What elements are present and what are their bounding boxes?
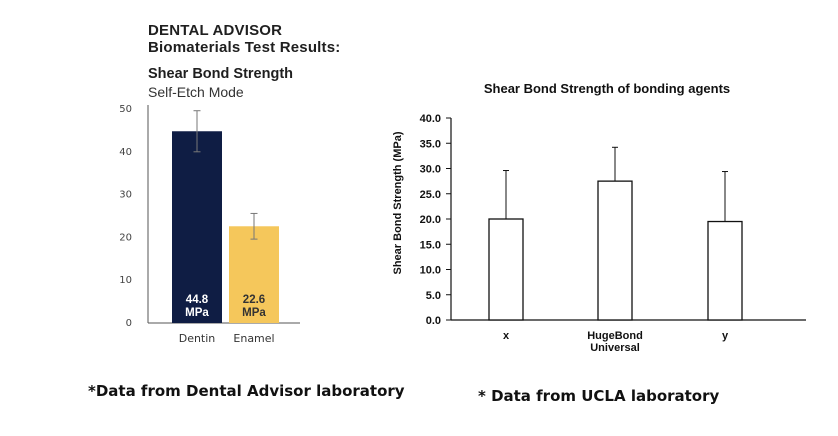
bar-value-label: 22.6 (243, 294, 265, 306)
category-label: Dentin (179, 332, 216, 345)
y-tick-label: 10 (119, 275, 132, 286)
y-tick-label: 50 (119, 104, 132, 115)
category-label: y (722, 330, 729, 342)
y-tick-label: 30.0 (420, 164, 441, 176)
y-tick-label: 15.0 (420, 239, 441, 251)
category-label: Enamel (233, 332, 274, 345)
bar-value-label: 44.8 (186, 294, 209, 306)
y-tick-label: 30 (119, 190, 132, 201)
dental-advisor-chart-title: Shear Bond Strength (148, 66, 294, 82)
y-tick-label: 5.0 (426, 290, 441, 302)
y-tick-label: 40.0 (420, 113, 441, 125)
y-tick-label: 20 (119, 232, 132, 243)
dental-advisor-brand: DENTAL ADVISOR Biomaterials Test Results… (148, 22, 340, 56)
y-tick-label: 35.0 (420, 138, 441, 150)
y-tick-label: 20.0 (420, 214, 441, 226)
category-label: x (503, 330, 510, 342)
footnote-dental-advisor: *Data from Dental Advisor laboratory (88, 382, 405, 400)
y-tick-label: 25.0 (420, 189, 441, 201)
bar-unit-label: MPa (185, 307, 209, 319)
category-label: HugeBond (587, 330, 643, 342)
bar-unit-label: MPa (242, 307, 266, 319)
brand-subtitle: Biomaterials Test Results: (148, 39, 341, 56)
y-tick-label: 10.0 (420, 265, 441, 277)
category-label: Universal (590, 342, 640, 354)
bar-1 (488, 218, 524, 321)
bar-enamel (229, 226, 279, 323)
y-tick-label: 40 (119, 147, 132, 158)
ucla-chart-title: Shear Bond Strength of bonding agents (484, 81, 730, 96)
bar-dentin (172, 131, 222, 323)
dental-advisor-chart-subtitle: Self-Etch Mode (148, 84, 244, 100)
bar-2 (597, 180, 633, 321)
y-axis-title: Shear Bond Strength (MPa) (392, 131, 404, 274)
footnote-ucla: * Data from UCLA laboratory (478, 387, 720, 405)
bar-3 (707, 220, 743, 321)
y-tick-label: 0.0 (426, 315, 441, 327)
y-tick-label: 0 (126, 318, 132, 329)
brand-name: DENTAL ADVISOR (148, 22, 283, 39)
